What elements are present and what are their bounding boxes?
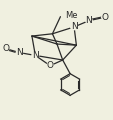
Text: N: N [70,22,77,31]
Text: O: O [46,61,53,70]
Ellipse shape [46,63,53,68]
Ellipse shape [101,15,107,20]
Ellipse shape [32,53,38,58]
Text: N: N [16,48,23,57]
Ellipse shape [70,24,77,30]
Text: N: N [32,51,38,60]
Text: O: O [2,44,9,53]
Ellipse shape [85,18,91,23]
Text: O: O [100,13,107,22]
Text: Me: Me [64,11,77,20]
Text: N: N [85,16,92,25]
Ellipse shape [16,50,22,55]
Ellipse shape [2,46,9,51]
